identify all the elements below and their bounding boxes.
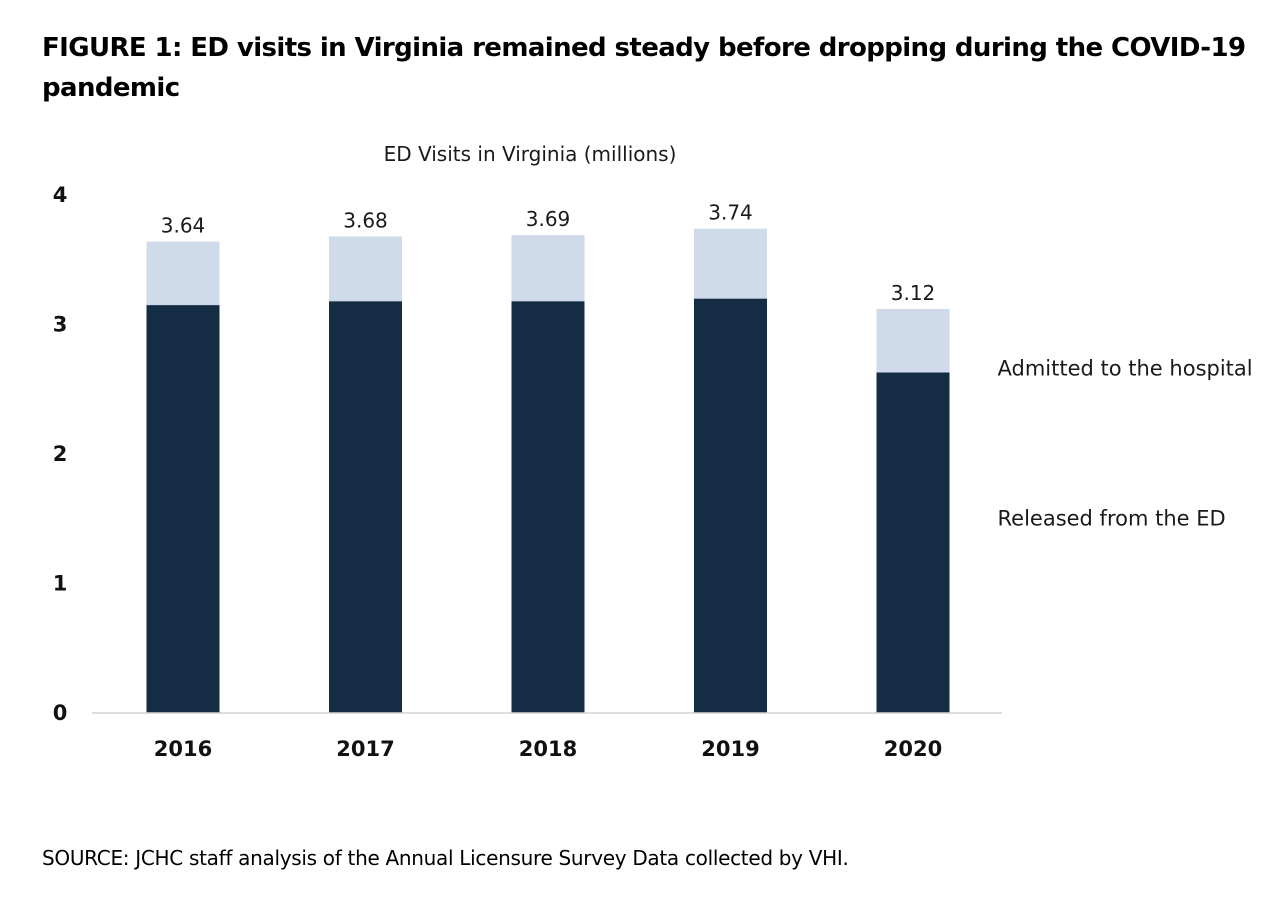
series-labels: Released from the ED Admitted to the hosp… <box>998 357 1253 531</box>
total-labels: 3.64 3.68 3.69 3.74 3.12 <box>161 201 936 305</box>
bar-admitted-2020 <box>876 308 950 373</box>
bar-released-2019 <box>694 298 767 713</box>
bar-admitted-2019 <box>694 228 767 299</box>
y-tick-3: 3 <box>53 313 68 337</box>
bars <box>146 228 950 713</box>
bar-admitted-2016 <box>146 241 220 306</box>
bar-admitted-2018 <box>511 235 585 302</box>
y-tick-2: 2 <box>53 442 68 466</box>
source-note: SOURCE: JCHC staff analysis of the Annua… <box>42 846 849 870</box>
total-label-2016: 3.64 <box>161 214 206 238</box>
total-label-2019: 3.74 <box>708 201 753 225</box>
bar-admitted-2017 <box>329 236 402 302</box>
total-label-2018: 3.69 <box>526 207 571 231</box>
bar-released-2018 <box>511 301 585 713</box>
total-label-2020: 3.12 <box>891 281 936 305</box>
y-tick-4: 4 <box>53 183 68 207</box>
x-axis-ticks: 2016 2017 2018 2019 2020 <box>154 737 942 761</box>
series-label-admitted: Admitted to the hospital <box>998 357 1253 381</box>
x-tick-2019: 2019 <box>701 737 759 761</box>
bar-released-2020 <box>876 372 950 713</box>
x-tick-2016: 2016 <box>154 737 212 761</box>
figure-title: FIGURE 1: ED visits in Virginia remained… <box>42 33 1246 103</box>
chart-title: ED Visits in Virginia (millions) <box>384 142 677 166</box>
y-tick-0: 0 <box>53 701 68 725</box>
total-label-2017: 3.68 <box>343 208 388 232</box>
bar-released-2016 <box>146 305 220 713</box>
x-tick-2020: 2020 <box>884 737 942 761</box>
bar-released-2017 <box>329 301 402 713</box>
y-axis-ticks: 0 1 2 3 4 <box>53 183 68 725</box>
y-tick-1: 1 <box>53 572 68 596</box>
x-tick-2017: 2017 <box>336 737 394 761</box>
x-tick-2018: 2018 <box>519 737 577 761</box>
series-label-released: Released from the ED <box>998 507 1226 531</box>
